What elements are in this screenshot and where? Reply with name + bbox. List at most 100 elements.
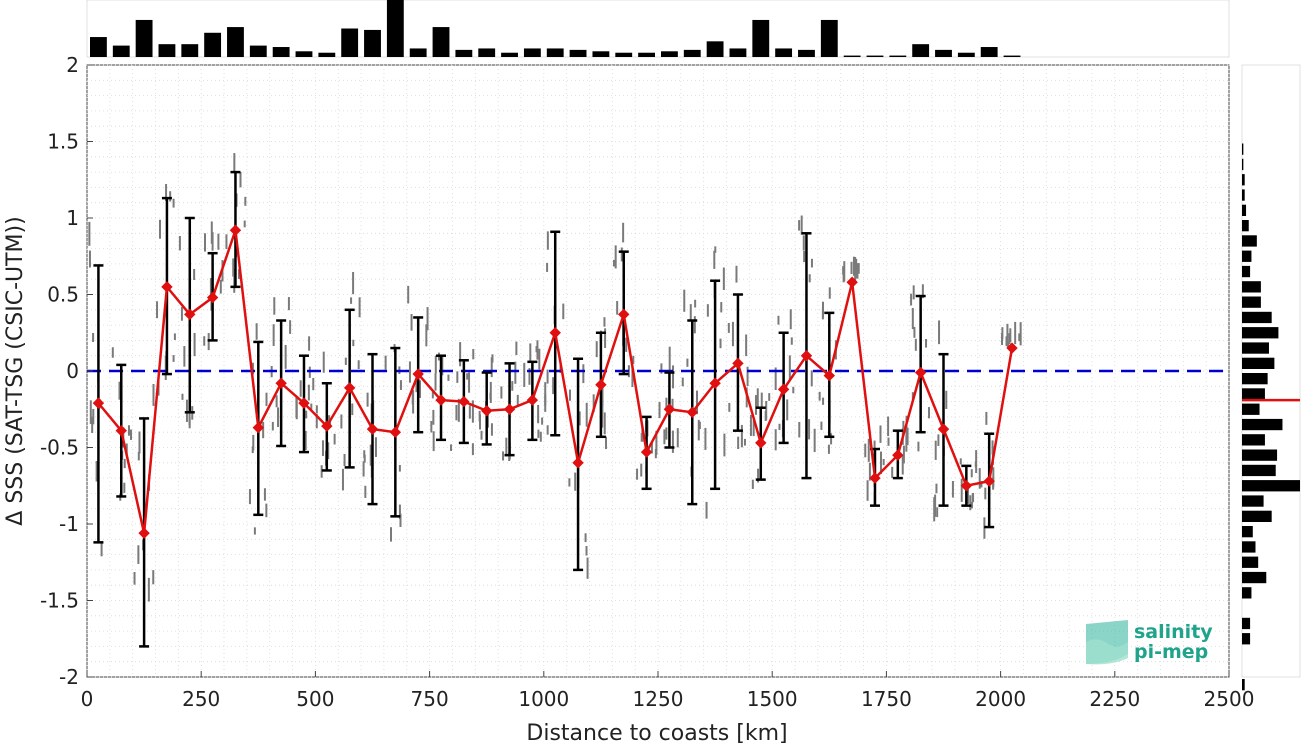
- top-histogram-bar: [204, 32, 222, 57]
- top-histogram-bar: [775, 48, 793, 57]
- top-histogram-bars: [90, 0, 1021, 57]
- data-point: [503, 403, 516, 415]
- data-point: [960, 480, 973, 492]
- x-tick-label: 1250: [633, 687, 684, 711]
- top-histogram-bar: [661, 51, 678, 57]
- top-histogram-bar: [912, 44, 930, 57]
- x-tick-label: 2250: [1089, 687, 1140, 711]
- right-histogram-bar: [1242, 250, 1252, 262]
- top-histogram-bar: [706, 41, 724, 57]
- data-point: [846, 276, 858, 288]
- top-histogram-bar: [135, 19, 153, 57]
- data-point: [321, 420, 333, 432]
- top-histogram-bar: [843, 55, 861, 57]
- data-point: [709, 377, 721, 389]
- y-tick-label: -0.5: [40, 436, 79, 460]
- top-histogram-bar: [272, 47, 290, 57]
- top-histogram-bar: [432, 27, 450, 57]
- right-histogram-bar: [1242, 480, 1300, 492]
- top-histogram-bar: [683, 49, 701, 57]
- data-point: [755, 437, 767, 449]
- right-histogram-bar: [1242, 464, 1276, 477]
- right-histogram-bar: [1242, 679, 1245, 691]
- top-histogram-bar: [980, 47, 998, 57]
- data-point: [92, 397, 105, 409]
- data-point: [869, 472, 881, 484]
- data-point: [298, 397, 310, 409]
- right-histogram-bar: [1242, 541, 1256, 553]
- top-histogram-bar: [318, 52, 336, 57]
- data-point: [937, 423, 950, 435]
- data-point: [115, 424, 127, 437]
- right-histogram-bar: [1242, 556, 1259, 568]
- data-point: [1006, 342, 1018, 354]
- data-point: [800, 349, 813, 362]
- x-tick-label: 1500: [747, 687, 798, 711]
- right-histogram-bar: [1242, 510, 1272, 522]
- data-point: [252, 421, 265, 434]
- logo-mark-wave: [1086, 639, 1128, 665]
- right-histogram-frame: [1241, 64, 1301, 678]
- main-axes: 0 250 500 750 1000 1250 1500 1750 2000 2250 2500 2…: [40, 53, 1254, 711]
- data-point: [777, 383, 790, 396]
- top-histogram-bar: [638, 52, 655, 57]
- y-tick-label: 1.5: [47, 130, 79, 154]
- top-histogram: [86, 0, 1230, 58]
- right-histogram-bar: [1242, 434, 1265, 446]
- data-point: [823, 369, 836, 382]
- x-tick-label: 1000: [518, 687, 569, 711]
- right-histogram-bar: [1242, 311, 1272, 324]
- top-histogram-bar: [341, 28, 359, 57]
- data-point: [184, 308, 196, 321]
- top-histogram-bar: [798, 49, 815, 57]
- right-histogram-bar: [1242, 143, 1244, 155]
- right-histogram-bar: [1242, 587, 1252, 599]
- top-histogram-bar: [866, 55, 884, 57]
- right-histogram-bar: [1242, 495, 1264, 507]
- right-histogram-bar: [1242, 633, 1251, 645]
- right-histogram-bar: [1242, 265, 1251, 278]
- y-tick-label: 0: [66, 359, 79, 383]
- data-point: [526, 394, 539, 406]
- salinity-pi-mep-logo: salinity pi-mep: [1086, 620, 1213, 665]
- right-histogram-bar: [1242, 235, 1257, 247]
- data-point: [435, 394, 447, 406]
- x-tick-label: 2500: [1204, 687, 1255, 711]
- x-axis-label: Distance to coasts [km]: [526, 721, 787, 745]
- y-tick-label: -2: [59, 665, 79, 689]
- data-point: [572, 457, 584, 469]
- y-tick-label: -1.5: [40, 589, 79, 613]
- top-histogram-bar: [364, 29, 381, 57]
- top-histogram-bar: [227, 27, 244, 57]
- right-histogram: [1241, 64, 1301, 691]
- right-histogram-bar: [1242, 449, 1278, 461]
- right-histogram-bar: [1242, 281, 1261, 293]
- top-histogram-bar: [729, 48, 747, 57]
- top-histogram-bar: [386, 0, 404, 57]
- right-histogram-bar: [1242, 571, 1267, 584]
- top-histogram-bar: [158, 44, 176, 57]
- data-point: [229, 224, 242, 236]
- top-histogram-bar: [249, 45, 267, 57]
- right-histogram-bar: [1242, 296, 1261, 308]
- top-histogram-bar: [181, 44, 199, 57]
- logo-text-line1: salinity: [1134, 621, 1213, 643]
- top-histogram-bar: [112, 45, 130, 57]
- right-histogram-bar: [1242, 526, 1253, 538]
- x-tick-label: 0: [81, 687, 94, 711]
- data-point: [732, 357, 744, 370]
- right-histogram-bar: [1242, 403, 1260, 415]
- top-histogram-bar: [615, 52, 633, 57]
- x-tick-label: 1750: [861, 687, 912, 711]
- top-histogram-bar: [957, 52, 975, 57]
- y-tick-label: 0.5: [47, 283, 79, 307]
- top-histogram-bar: [90, 37, 107, 57]
- data-point: [914, 366, 927, 379]
- data-point: [366, 423, 379, 435]
- right-histogram-bar: [1242, 174, 1245, 186]
- data-point: [458, 395, 470, 408]
- right-histogram-bar: [1242, 388, 1265, 400]
- data-point: [595, 379, 607, 391]
- data-point: [892, 449, 904, 461]
